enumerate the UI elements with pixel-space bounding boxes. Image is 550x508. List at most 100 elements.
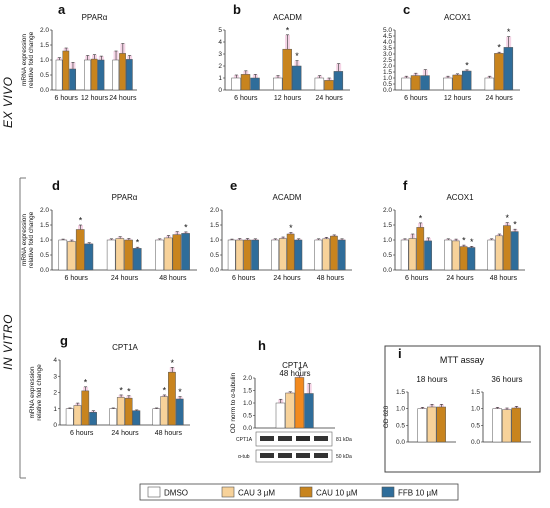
bar-e-0-2 [243,239,252,271]
star-g-2-3: * [178,387,182,397]
star-b-1-1: * [286,25,290,35]
mtt-box [384,345,541,473]
y-tick-label-e-2: 1.0 [210,237,219,244]
panel-letter-i1: i [398,346,402,361]
bar-c-0-1 [410,75,421,91]
y-label-g-1: relative fold change [36,364,43,421]
bar-f-0-3 [424,240,432,271]
blot-kda-81: 81 kDa [336,437,352,443]
bar-d-0-0 [58,239,68,271]
ex-vivo-label: EX VIVO [1,76,15,128]
y-label-a-0: mRNA expression [21,34,28,86]
y-tick-label-h-1: 0.5 [243,413,252,420]
y-tick-label-g-4: 4 [53,357,57,364]
y-tick-label-f-3: 1.5 [383,222,392,229]
bar-e-1-2 [286,233,295,271]
legend: DMSO CAU 3 µM CAU 10 µM FFB 10 µM [139,483,459,501]
category-label-e-1: 24 hours [273,275,301,282]
star-c-1-2: * [465,60,469,70]
bar-i2-0-2 [511,407,521,443]
bar-c-1-2 [462,70,472,91]
star-d-2-3: * [184,222,188,232]
category-label-e-0: 6 hours [232,275,256,282]
bar-c-0-2 [420,75,430,91]
blot-row-atub: α-tub [238,454,250,460]
y-tick-label-a-3: 1.5 [40,42,49,49]
star-f-2-3: * [513,220,517,230]
mtt-box-title: MTT assay [440,355,485,365]
y-tick-label-e-4: 2.0 [210,207,219,214]
y-tick-label-c-8: 4.0 [383,39,392,46]
chart-title-e: ACADM [273,193,302,202]
bar-h-0-3 [304,393,314,429]
y-tick-label-b-0: 0 [218,87,222,94]
bar-a-2-2 [125,59,133,91]
bar-a-0-0 [55,59,63,91]
chart-title-a: PPARα [82,13,108,22]
category-label-f-1: 24 hours [446,275,474,282]
bar-g-0-0 [65,408,74,426]
bar-b-0-1 [240,74,251,91]
y-tick-label-a-4: 2.0 [40,27,49,34]
bar-d-0-1 [67,241,76,271]
bar-a-0-1 [62,50,70,91]
bar-h-0-1 [285,392,295,429]
category-label-d-1: 24 hours [111,275,139,282]
y-label-i1-0: OD 620 [383,405,390,428]
bar-b-1-0 [273,77,283,91]
bar-d-2-2 [172,234,182,271]
bar-d-0-3 [84,243,94,271]
category-label-a-1: 12 hours [81,95,109,102]
bar-g-1-2 [124,397,133,426]
y-tick-label-d-0: 0.0 [40,267,49,274]
bar-d-2-1 [163,237,173,271]
bar-e-1-0 [271,239,279,271]
y-tick-label-c-10: 5.0 [383,27,392,34]
panel-letter-a: a [58,2,66,17]
bar-g-0-2 [81,390,90,426]
bar-e-0-1 [235,239,244,271]
y-tick-label-i1-1: 0.5 [396,422,405,429]
panel-letter-e: e [230,178,237,193]
y-tick-label-c-1: 0.5 [383,81,392,88]
bar-f-1-3 [467,247,476,271]
category-label-b-1: 12 hours [274,95,302,102]
star-g-2-1: * [163,385,167,395]
bar-f-1-0 [444,239,452,271]
category-label-g-1: 24 hours [111,430,139,437]
category-label-f-2: 48 hours [490,275,518,282]
chart-title-h: CPT1A [282,361,308,370]
bar-f-0-1 [408,238,417,271]
bar-i2-0-1 [502,409,512,443]
bar-f-2-1 [495,235,503,271]
y-label-g-0: mRNA expression [29,366,36,418]
y-tick-label-a-1: 0.5 [40,72,49,79]
bar-g-1-0 [109,408,117,426]
bar-i1-0-2 [436,406,446,443]
bar-g-1-3 [132,410,141,426]
y-tick-label-d-3: 1.5 [40,222,49,229]
bar-h-0-2 [294,377,305,429]
bar-e-2-3 [337,239,346,271]
y-tick-label-i1-3: 1.5 [396,389,405,396]
y-tick-label-c-7: 3.5 [383,45,392,52]
bar-f-2-2 [503,225,511,271]
y-tick-label-d-4: 2.0 [40,207,49,214]
bar-e-0-0 [227,239,236,271]
chart-title-d: PPARα [112,193,138,202]
bar-d-1-0 [106,239,116,271]
y-tick-label-c-6: 3.0 [383,51,392,58]
bar-g-1-1 [116,397,125,426]
bar-g-2-2 [168,371,176,426]
category-label-c-2: 24 hours [486,95,514,102]
y-tick-label-i1-0: 0.0 [396,439,405,446]
category-label-f-0: 6 hours [405,275,429,282]
chart-title-i1: 18 hours [416,375,447,384]
bar-b-2-2 [333,71,344,91]
category-label-a-2: 24 hours [109,95,137,102]
bar-f-1-2 [459,246,468,271]
legend-swatch-3 [381,486,395,498]
y-tick-label-c-3: 1.5 [383,69,392,76]
